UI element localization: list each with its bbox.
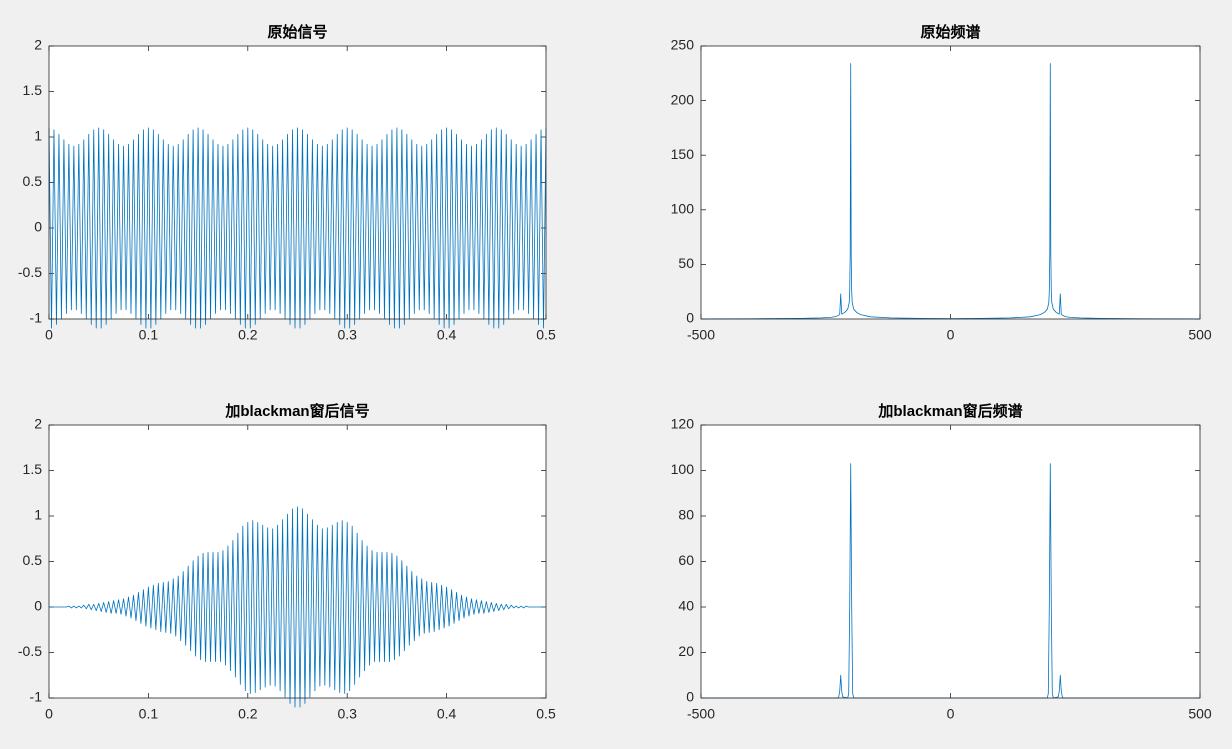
chart-title: 加blackman窗后频谱 <box>877 402 1022 420</box>
plot-area <box>701 46 1200 319</box>
y-tick-label: 120 <box>671 416 695 432</box>
y-tick-label: 150 <box>671 146 695 162</box>
y-tick-label: 60 <box>678 552 694 568</box>
y-tick-label: -1 <box>30 689 43 705</box>
axes-box <box>48 424 547 699</box>
y-tick-label: 20 <box>678 643 694 659</box>
y-tick-label: -0.5 <box>18 264 42 280</box>
x-tick-label: 0.1 <box>139 327 159 343</box>
y-tick-label: 2 <box>34 416 42 432</box>
x-tick-label: 500 <box>1188 706 1212 722</box>
y-tick-label: 1 <box>34 507 42 523</box>
y-tick-label: 0 <box>34 219 42 235</box>
x-tick-label: 0.4 <box>437 706 457 722</box>
y-tick-label: -0.5 <box>18 643 42 659</box>
axes-box <box>700 45 1201 320</box>
x-tick-label: -500 <box>687 706 715 722</box>
x-tick-label: 0.3 <box>337 327 357 343</box>
x-tick-label: 0.4 <box>437 327 457 343</box>
x-tick-label: 0.3 <box>337 706 357 722</box>
signal-line <box>49 506 546 708</box>
plot-area <box>49 425 546 698</box>
y-tick-label: -1 <box>30 310 43 326</box>
y-tick-label: 0.5 <box>23 552 43 568</box>
chart-title: 加blackman窗后信号 <box>224 402 369 420</box>
plot-area <box>49 46 546 319</box>
axes-box <box>48 45 547 320</box>
chart-title: 原始信号 <box>267 23 327 41</box>
x-tick-label: 0 <box>45 706 53 722</box>
y-tick-label: 200 <box>671 91 695 107</box>
x-tick-label: -500 <box>687 327 715 343</box>
x-tick-label: 500 <box>1188 327 1212 343</box>
x-tick-label: 0 <box>947 327 955 343</box>
x-tick-label: 0.5 <box>536 706 556 722</box>
x-tick-label: 0 <box>45 327 53 343</box>
x-tick-label: 0.2 <box>238 706 258 722</box>
y-tick-label: 80 <box>678 507 694 523</box>
plot-area <box>701 425 1200 698</box>
y-tick-label: 1 <box>34 128 42 144</box>
y-tick-label: 0 <box>34 598 42 614</box>
y-tick-label: 2 <box>34 37 42 53</box>
y-tick-label: 250 <box>671 37 695 53</box>
y-tick-label: 50 <box>678 255 694 271</box>
y-tick-label: 1.5 <box>23 461 43 477</box>
axes-box <box>700 424 1201 699</box>
x-tick-label: 0 <box>947 706 955 722</box>
chart-title: 原始频谱 <box>920 23 980 41</box>
y-tick-label: 100 <box>671 461 695 477</box>
y-tick-label: 100 <box>671 201 695 217</box>
x-tick-label: 0.2 <box>238 327 258 343</box>
y-tick-label: 0.5 <box>23 173 43 189</box>
y-tick-label: 1.5 <box>23 82 43 98</box>
signal-line <box>48 127 547 329</box>
x-tick-label: 0.5 <box>536 327 556 343</box>
y-tick-label: 0 <box>686 310 694 326</box>
y-tick-label: 0 <box>686 689 694 705</box>
y-tick-label: 40 <box>678 598 694 614</box>
x-tick-label: 0.1 <box>139 706 159 722</box>
